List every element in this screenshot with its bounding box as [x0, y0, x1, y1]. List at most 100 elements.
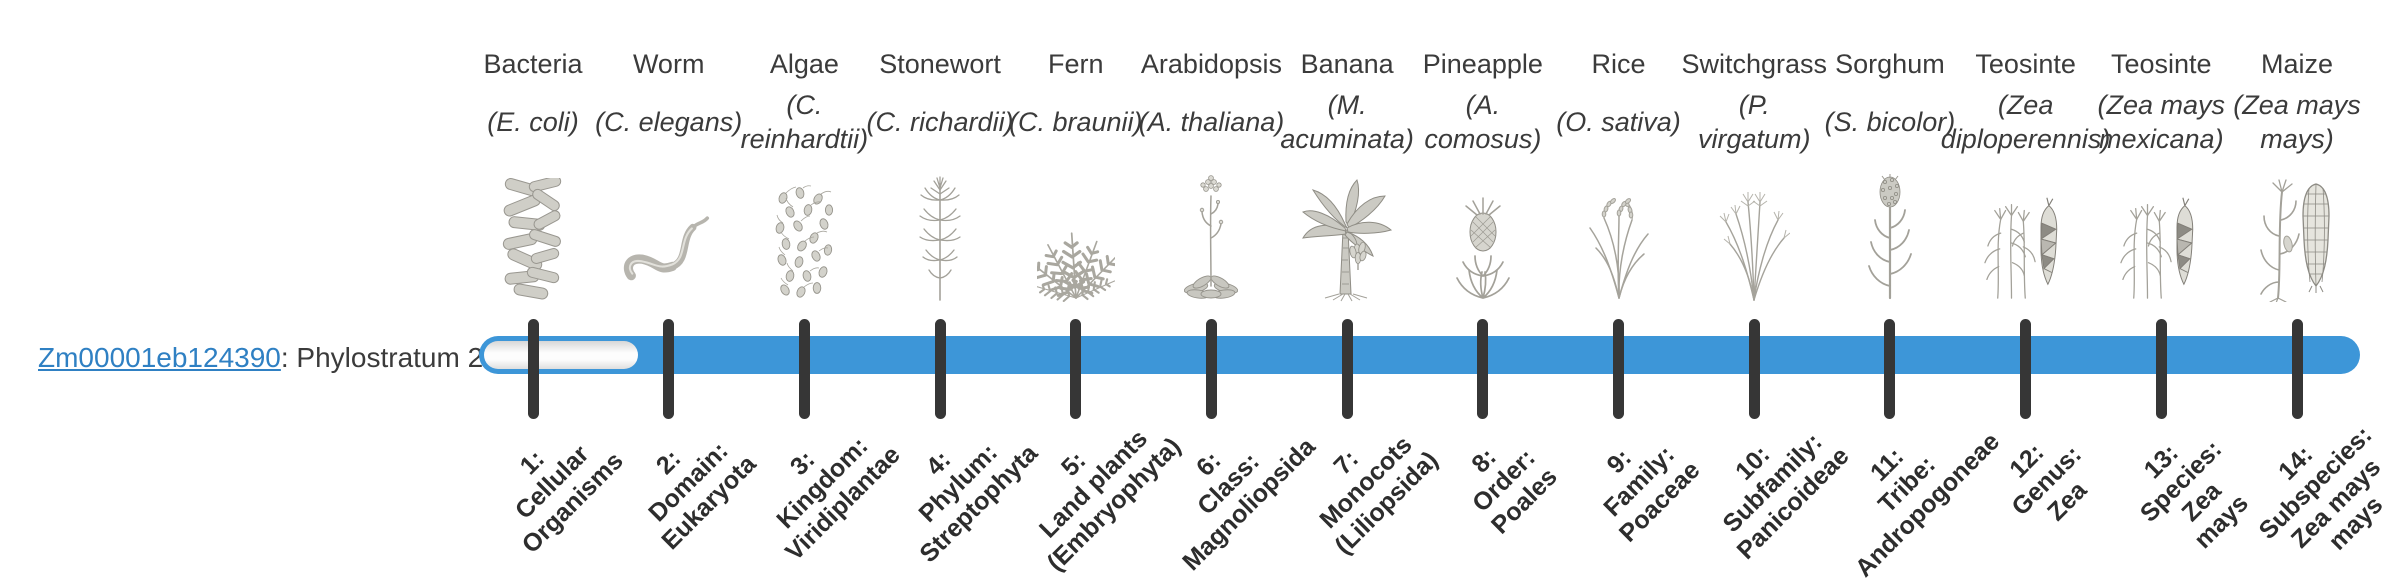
- phylostratum-tick-label-3: 3: Kingdom: Viridiplantae: [771, 432, 906, 566]
- gene-label: Zm00001eb124390: Phylostratum 2: [38, 342, 483, 374]
- phylostratum-tick-label-8: 8: Order: Poales: [1466, 442, 1563, 540]
- organism-species: (C. richardii): [855, 84, 1025, 160]
- organism-species: (Zea mays mays): [2212, 84, 2382, 160]
- organism-column-9: Rice (O. sativa): [1534, 48, 1704, 299]
- organism-column-11: Sorghum (S. bicolor): [1805, 48, 1975, 300]
- teosinte-icon: [1941, 168, 2111, 302]
- worm-icon: [584, 168, 754, 302]
- organism-name: Rice: [1591, 49, 1646, 79]
- phylostratum-tick-11: [1884, 319, 1896, 419]
- organism-species-text: (Zea diploperennis): [1940, 89, 2111, 155]
- organism-species: (E. coli): [448, 84, 618, 160]
- organism-species-text: (S. bicolor): [1824, 107, 1956, 138]
- organism-species-text: (C. richardii): [866, 107, 1014, 138]
- organism-column-4: Stonewort (C. richardii): [855, 48, 1025, 301]
- organism-name: Teosinte: [1975, 49, 2076, 79]
- phylostratum-tick-label-1: 1: Cellular Organisms: [509, 440, 629, 559]
- organism-name: Maize: [2260, 49, 2334, 79]
- phylostratum-tick-9: [1613, 319, 1625, 419]
- gene-id-link[interactable]: Zm00001eb124390: [38, 342, 281, 373]
- organism-name: Stonewort: [879, 49, 1001, 79]
- organism-column-3: Algae (C. reinhardtii): [719, 48, 889, 298]
- switchgrass-icon: [1669, 168, 1839, 302]
- organism-name: Fern: [1048, 49, 1104, 79]
- organism-column-12: Teosinte (Zea diploperennis): [1941, 48, 2111, 299]
- phylostratum-tick-label-2: 2: Domain: Eukaryota: [643, 436, 761, 555]
- phylostratum-tick-13: [2155, 319, 2167, 419]
- organism-species-text: (O. sativa): [1556, 107, 1681, 138]
- phylostratum-tick-2: [663, 319, 675, 419]
- organism-column-5: Fern (C. braunii): [991, 48, 1161, 302]
- phylostratum-tick-4: [934, 319, 946, 419]
- organism-species: (C. reinhardtii): [719, 84, 889, 160]
- phylostratum-tick-5: [1070, 319, 1082, 419]
- organism-column-7: Banana (M. acuminata): [1262, 48, 1432, 302]
- phylostratum-tick-label-7: 7: Monocots (Liliopsida): [1314, 430, 1444, 560]
- teosinte-icon: [2076, 168, 2246, 302]
- organism-species-text: (A. comosus): [1424, 89, 1542, 155]
- organism-column-2: Worm (C. elegans): [584, 48, 754, 281]
- gene-phylostratum-text: : Phylostratum 2: [280, 342, 484, 373]
- phylostratum-tick-label-5: 5: Land plants (Embryophyta): [1033, 424, 1186, 577]
- phylostratum-tick-12: [2020, 319, 2032, 419]
- organism-name: Teosinte: [2111, 49, 2212, 79]
- arabidopsis-icon: [1126, 168, 1296, 302]
- phylostratum-tick-1: [527, 319, 539, 419]
- algae-icon: [719, 168, 889, 302]
- organism-species: (A. comosus): [1398, 84, 1568, 160]
- phylostratum-tick-3: [798, 319, 810, 419]
- rice-icon: [1534, 168, 1704, 302]
- bacteria-icon: [448, 168, 618, 302]
- organism-column-6: Arabidopsis (A. thaliana): [1126, 48, 1296, 299]
- organism-column-13: Teosinte (Zea mays mexicana): [2076, 48, 2246, 299]
- organism-species-text: (M. acuminata): [1280, 89, 1414, 155]
- phylostratum-tick-8: [1477, 319, 1489, 419]
- organism-name: Switchgrass: [1681, 49, 1827, 79]
- phylostratum-tick-6: [1205, 319, 1217, 419]
- organism-column-14: Maize (Zea mays mays): [2212, 48, 2382, 302]
- organism-species: (A. thaliana): [1126, 84, 1296, 160]
- phylostratum-tick-7: [1341, 319, 1353, 419]
- organism-column-8: Pineapple (A. comosus): [1398, 48, 1568, 299]
- organism-name: Pineapple: [1422, 49, 1543, 79]
- organism-species: (P. virgatum): [1669, 84, 1839, 160]
- organism-species: (Zea mays mexicana): [2076, 84, 2246, 160]
- organism-species-text: (C. braunii): [1008, 107, 1143, 138]
- phylostratum-tick-label-14: 14: Subspecies: Zea mays mays: [2253, 421, 2389, 556]
- organism-species-text: (A. thaliana): [1138, 107, 1285, 138]
- organism-species: (Zea diploperennis): [1941, 84, 2111, 160]
- timeline-bar: [479, 336, 2360, 374]
- organism-name: Banana: [1300, 49, 1394, 79]
- organism-name: Bacteria: [483, 49, 583, 79]
- phylostratum-tick-label-6: 6: Class: Magnoliopsida: [1177, 432, 1321, 576]
- organism-column-10: Switchgrass (P. virgatum): [1669, 48, 1839, 301]
- phylostratum-tick-label-9: 9: Family: Poaceae: [1597, 440, 1705, 548]
- organism-species: (S. bicolor): [1805, 84, 1975, 160]
- organism-species-text: (C. elegans): [595, 107, 743, 138]
- organism-name: Algae: [769, 49, 839, 79]
- maize-icon: [2212, 168, 2382, 302]
- organism-species: (C. braunii): [991, 84, 1161, 160]
- phylostratum-tick-label-11: 11: Tribe: Andropogoneae: [1849, 426, 2005, 580]
- organism-species-text: (P. virgatum): [1697, 89, 1811, 155]
- stonewort-icon: [855, 168, 1025, 302]
- banana-icon: [1262, 168, 1432, 302]
- organism-name: Worm: [632, 49, 705, 79]
- phylostratum-tick-label-12: 12: Genus: Zea: [2003, 438, 2092, 527]
- organism-column-1: Bacteria (E. coli): [448, 48, 618, 300]
- organism-species-text: (C. reinhardtii): [740, 89, 869, 155]
- timeline-bar-empty-segment: [484, 341, 638, 369]
- organism-name: Arabidopsis: [1140, 49, 1282, 79]
- organism-species: (O. sativa): [1534, 84, 1704, 160]
- phylostratum-tick-14: [2291, 319, 2303, 419]
- organism-species-text: (Zea mays mexicana): [2097, 89, 2226, 155]
- organism-species: (C. elegans): [584, 84, 754, 160]
- phylostratum-tick-label-13: 13: Species: Zea mays: [2135, 435, 2254, 554]
- sorghum-icon: [1805, 168, 1975, 302]
- pineapple-icon: [1398, 168, 1568, 302]
- organism-species-text: (E. coli): [487, 107, 579, 138]
- phylostratum-tick-10: [1748, 319, 1760, 419]
- organism-species: (M. acuminata): [1262, 84, 1432, 160]
- organism-species-text: (Zea mays mays): [2233, 89, 2361, 155]
